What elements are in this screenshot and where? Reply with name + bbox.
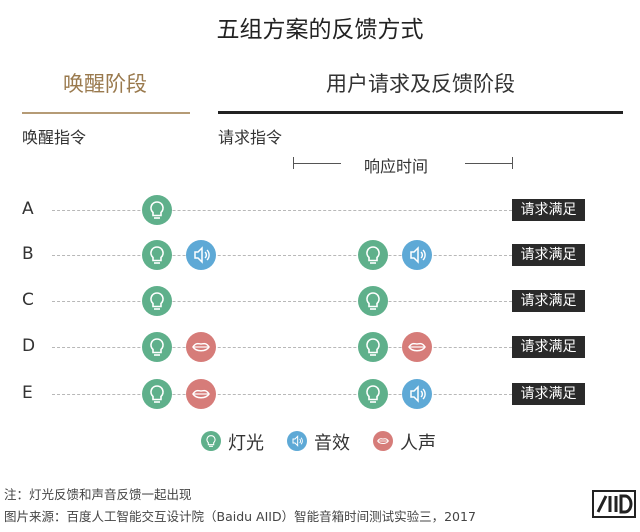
request-satisfied-badge: 请求满足 — [512, 383, 585, 405]
row-timeline — [52, 255, 512, 256]
lightbulb-icon-legend — [201, 431, 221, 451]
response-time-line-left — [293, 163, 341, 164]
lightbulb-icon — [142, 379, 172, 409]
speaker-icon — [402, 379, 432, 409]
stage-wake-underline — [22, 112, 190, 114]
row-label: B — [22, 244, 34, 264]
lightbulb-icon — [358, 332, 388, 362]
row-label: A — [22, 199, 34, 219]
footer-source: 图片来源：百度人工智能交互设计院（Baidu AIID）智能音箱时间测试实验三，… — [4, 509, 476, 524]
lightbulb-icon — [142, 240, 172, 270]
lightbulb-icon — [142, 286, 172, 316]
row-label: D — [22, 336, 36, 356]
lips-icon-legend — [373, 431, 393, 451]
row-timeline — [52, 394, 512, 395]
footer-note: 注：灯光反馈和声音反馈一起出现 — [4, 487, 192, 502]
response-time-line-right — [465, 163, 513, 164]
request-satisfied-badge: 请求满足 — [512, 244, 585, 266]
speaker-icon — [186, 240, 216, 270]
lightbulb-icon — [358, 379, 388, 409]
response-time-tick-right — [512, 157, 513, 169]
row-timeline — [52, 347, 512, 348]
lightbulb-icon — [358, 240, 388, 270]
request-satisfied-badge: 请求满足 — [512, 199, 585, 221]
lips-icon — [186, 379, 216, 409]
wake-command-label: 唤醒指令 — [22, 128, 87, 147]
row-timeline — [52, 301, 512, 302]
legend-label-voice: 人声 — [400, 433, 436, 454]
request-command-label: 请求指令 — [218, 128, 283, 147]
lightbulb-icon — [142, 195, 172, 225]
legend-label-light: 灯光 — [228, 433, 264, 454]
aiid-logo — [592, 490, 636, 518]
lips-icon — [186, 332, 216, 362]
row-label: E — [22, 383, 33, 403]
stage-request-underline — [218, 111, 623, 114]
stage-wake-heading: 唤醒阶段 — [63, 72, 147, 96]
diagram-title: 五组方案的反馈方式 — [216, 17, 424, 43]
legend-label-sound: 音效 — [314, 433, 350, 454]
speaker-icon-legend — [287, 431, 307, 451]
lightbulb-icon — [358, 286, 388, 316]
request-satisfied-badge: 请求满足 — [512, 336, 585, 358]
request-satisfied-badge: 请求满足 — [512, 290, 585, 312]
row-timeline — [52, 210, 512, 211]
lightbulb-icon — [142, 332, 172, 362]
speaker-icon — [402, 240, 432, 270]
lips-icon — [402, 332, 432, 362]
row-label: C — [22, 290, 34, 310]
response-time-label: 响应时间 — [364, 157, 429, 176]
stage-request-heading: 用户请求及反馈阶段 — [326, 72, 515, 96]
response-time-tick-left — [293, 157, 294, 169]
